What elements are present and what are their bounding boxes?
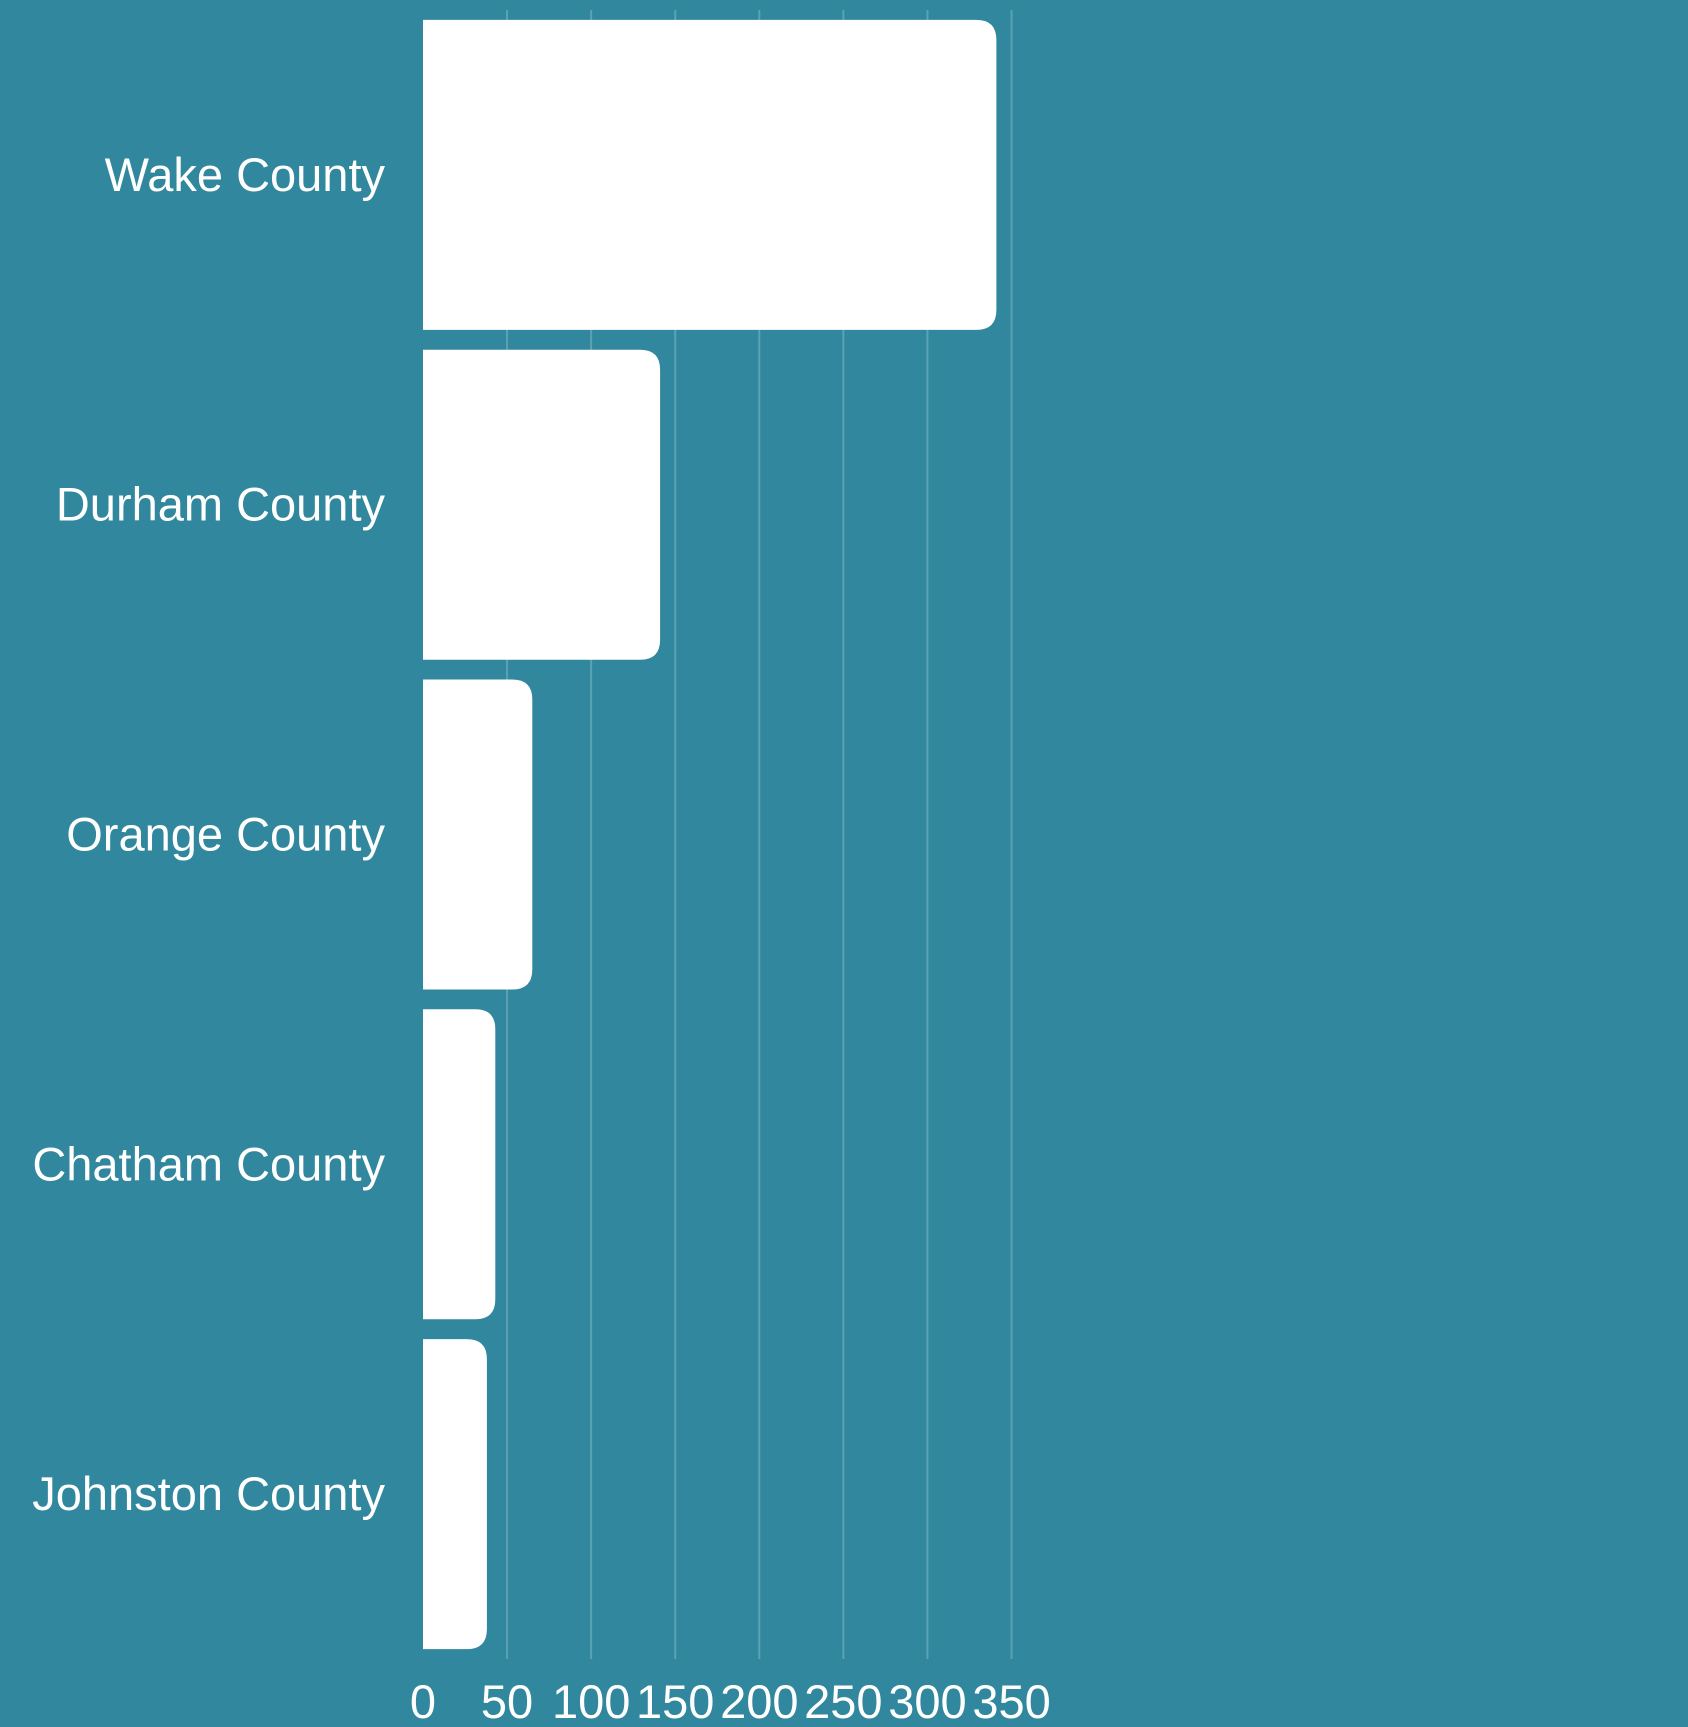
x-tick-label-300: 300 <box>888 1675 966 1722</box>
x-tick-label-250: 250 <box>804 1675 882 1722</box>
bar-durham-county <box>423 349 661 660</box>
x-tick-label-150: 150 <box>636 1675 714 1722</box>
bar-orange-county <box>423 679 533 990</box>
category-label-durham-county: Durham County <box>56 478 386 531</box>
x-tick-label-50: 50 <box>481 1675 533 1722</box>
bars <box>423 19 997 1650</box>
category-labels: Wake County Durham County Orange County Cha… <box>32 148 385 1520</box>
x-tick-label-350: 350 <box>972 1675 1050 1722</box>
category-label-johnston-county: Johnston County <box>32 1467 385 1520</box>
bar-johnston-county <box>423 1339 487 1650</box>
category-label-wake-county: Wake County <box>105 148 386 201</box>
category-label-chatham-county: Chatham County <box>32 1137 385 1190</box>
x-tick-label-100: 100 <box>552 1675 630 1722</box>
bar-chatham-county <box>423 1009 496 1320</box>
bar-wake-county <box>423 19 997 330</box>
x-tick-label-0: 0 <box>410 1675 436 1722</box>
x-tick-label-200: 200 <box>720 1675 798 1722</box>
x-tick-labels: 0 50 100 150 200 250 300 350 <box>410 1675 1051 1727</box>
category-label-orange-county: Orange County <box>66 808 385 861</box>
